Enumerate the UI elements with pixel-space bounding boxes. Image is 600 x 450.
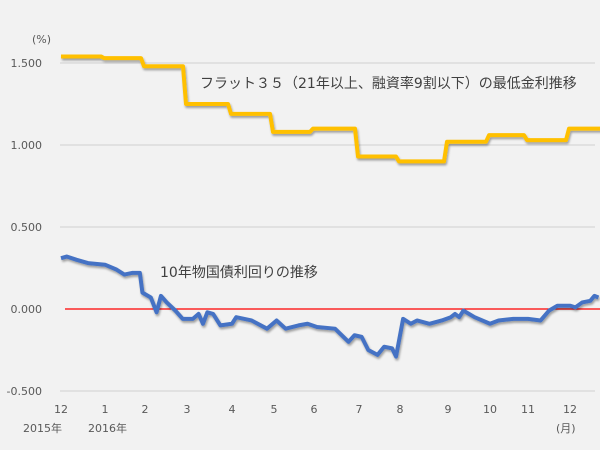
x-tick-label: 3 xyxy=(184,403,191,416)
x-tick-label: 12 xyxy=(54,403,68,416)
x-tick-label: 1 xyxy=(102,403,109,416)
x-tick-label: 10 xyxy=(483,403,497,416)
annotation-flat35: フラット３５（21年以上、融資率9割以下）の最低金利推移 xyxy=(200,75,577,92)
x-tick-label: 11 xyxy=(521,403,535,416)
x-tick-label: 8 xyxy=(397,403,404,416)
year-label-2015: 2015年 xyxy=(23,421,62,435)
series-line-jgb10y xyxy=(60,254,600,359)
x-tick-label: 7 xyxy=(356,403,363,416)
y-tick-label: 0.000 xyxy=(11,303,43,316)
x-tick-label: 4 xyxy=(229,403,236,416)
year-label-2016: 2016年 xyxy=(88,421,127,435)
series-group xyxy=(60,54,600,359)
x-tick-label: 12 xyxy=(563,403,577,416)
x-tick-label: 6 xyxy=(311,403,318,416)
y-axis-unit: (%) xyxy=(32,33,51,46)
x-axis: 12 1 2 3 4 5 6 7 8 9 10 11 12 xyxy=(54,403,577,416)
y-axis: 1.500 1.000 0.500 0.000 -0.500 xyxy=(7,57,42,398)
y-tick-label: -0.500 xyxy=(7,385,42,398)
y-tick-label: 1.500 xyxy=(11,57,43,70)
y-tick-label: 0.500 xyxy=(11,221,43,234)
x-tick-label: 2 xyxy=(142,403,149,416)
series-line-flat35 xyxy=(61,54,600,164)
gridlines xyxy=(60,62,595,392)
y-tick-label: 1.000 xyxy=(11,139,43,152)
x-axis-unit: (月) xyxy=(556,422,576,435)
annotation-jgb: 10年物国債利回りの推移 xyxy=(160,265,318,281)
x-tick-label: 5 xyxy=(271,403,278,416)
x-tick-label: 9 xyxy=(445,403,452,416)
